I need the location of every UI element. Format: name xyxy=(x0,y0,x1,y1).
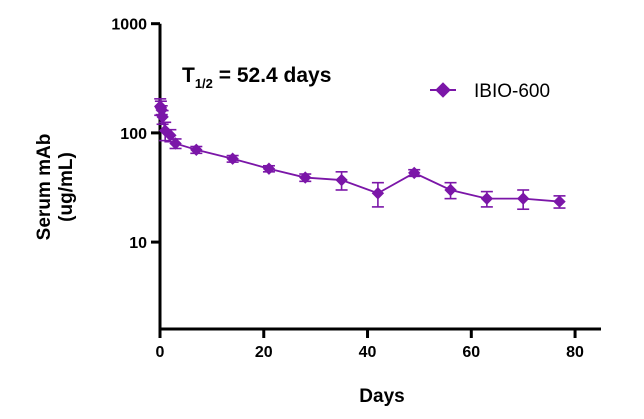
x-tick-label: 80 xyxy=(566,344,584,361)
series-line xyxy=(159,105,560,203)
y-tick-label: 10 xyxy=(129,235,147,252)
data-point xyxy=(169,137,182,150)
data-point xyxy=(408,166,421,180)
y-ticks: 10 100 1000 xyxy=(111,17,160,252)
x-axis-title: Days xyxy=(359,386,404,407)
legend-label: IBIO-600 xyxy=(474,81,550,102)
x-tick-label: 60 xyxy=(462,344,480,361)
data-point xyxy=(156,110,169,124)
data-point xyxy=(164,129,177,142)
x-tick-label: 0 xyxy=(156,344,165,361)
data-point xyxy=(516,192,530,205)
y-axis-title-line-2: (ug/mL) xyxy=(56,152,77,222)
data-point xyxy=(371,187,385,200)
data-point xyxy=(335,173,348,187)
half-life-annotation: T1/2 = 52.4 days xyxy=(182,64,331,91)
series-layer xyxy=(154,98,566,211)
data-point xyxy=(553,195,566,208)
half-life-prefix: T xyxy=(182,64,195,87)
y-tick-label: 100 xyxy=(120,126,147,143)
axes: 10 100 1000 0 20 40 60 80 xyxy=(111,17,601,361)
half-life-subscript: 1/2 xyxy=(195,76,213,91)
data-point xyxy=(190,143,203,157)
data-point xyxy=(262,162,276,175)
y-tick-label: 1000 xyxy=(111,17,147,34)
x-tick-label: 20 xyxy=(255,344,273,361)
legend-marker xyxy=(435,82,451,98)
data-point xyxy=(299,171,312,184)
y-axis-title-line-1: Serum mAb xyxy=(34,134,55,241)
half-life-value: = 52.4 days xyxy=(213,64,332,87)
legend: IBIO-600 xyxy=(430,81,550,102)
data-point xyxy=(226,152,239,165)
data-point xyxy=(480,192,494,205)
x-ticks: 0 20 40 60 80 xyxy=(156,329,584,361)
x-tick-label: 40 xyxy=(359,344,377,361)
data-point xyxy=(444,183,457,197)
